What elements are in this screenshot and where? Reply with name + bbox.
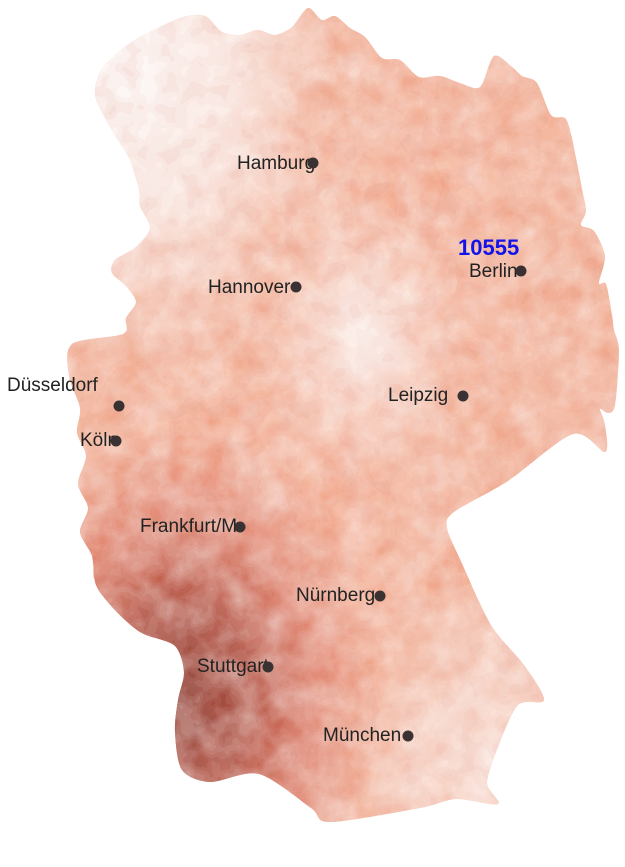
- svg-text:Hamburg: Hamburg: [237, 153, 315, 174]
- svg-text:Frankfurt/M: Frankfurt/M: [140, 516, 237, 537]
- svg-text:Leipzig: Leipzig: [388, 385, 448, 406]
- svg-text:Hannover: Hannover: [208, 277, 291, 298]
- svg-text:Düsseldorf: Düsseldorf: [7, 375, 99, 396]
- svg-text:10555: 10555: [458, 235, 519, 260]
- svg-text:Nürnberg: Nürnberg: [296, 585, 375, 606]
- svg-text:München: München: [323, 725, 401, 746]
- svg-text:Stuttgart: Stuttgart: [197, 656, 270, 677]
- svg-text:Berlin: Berlin: [469, 261, 518, 282]
